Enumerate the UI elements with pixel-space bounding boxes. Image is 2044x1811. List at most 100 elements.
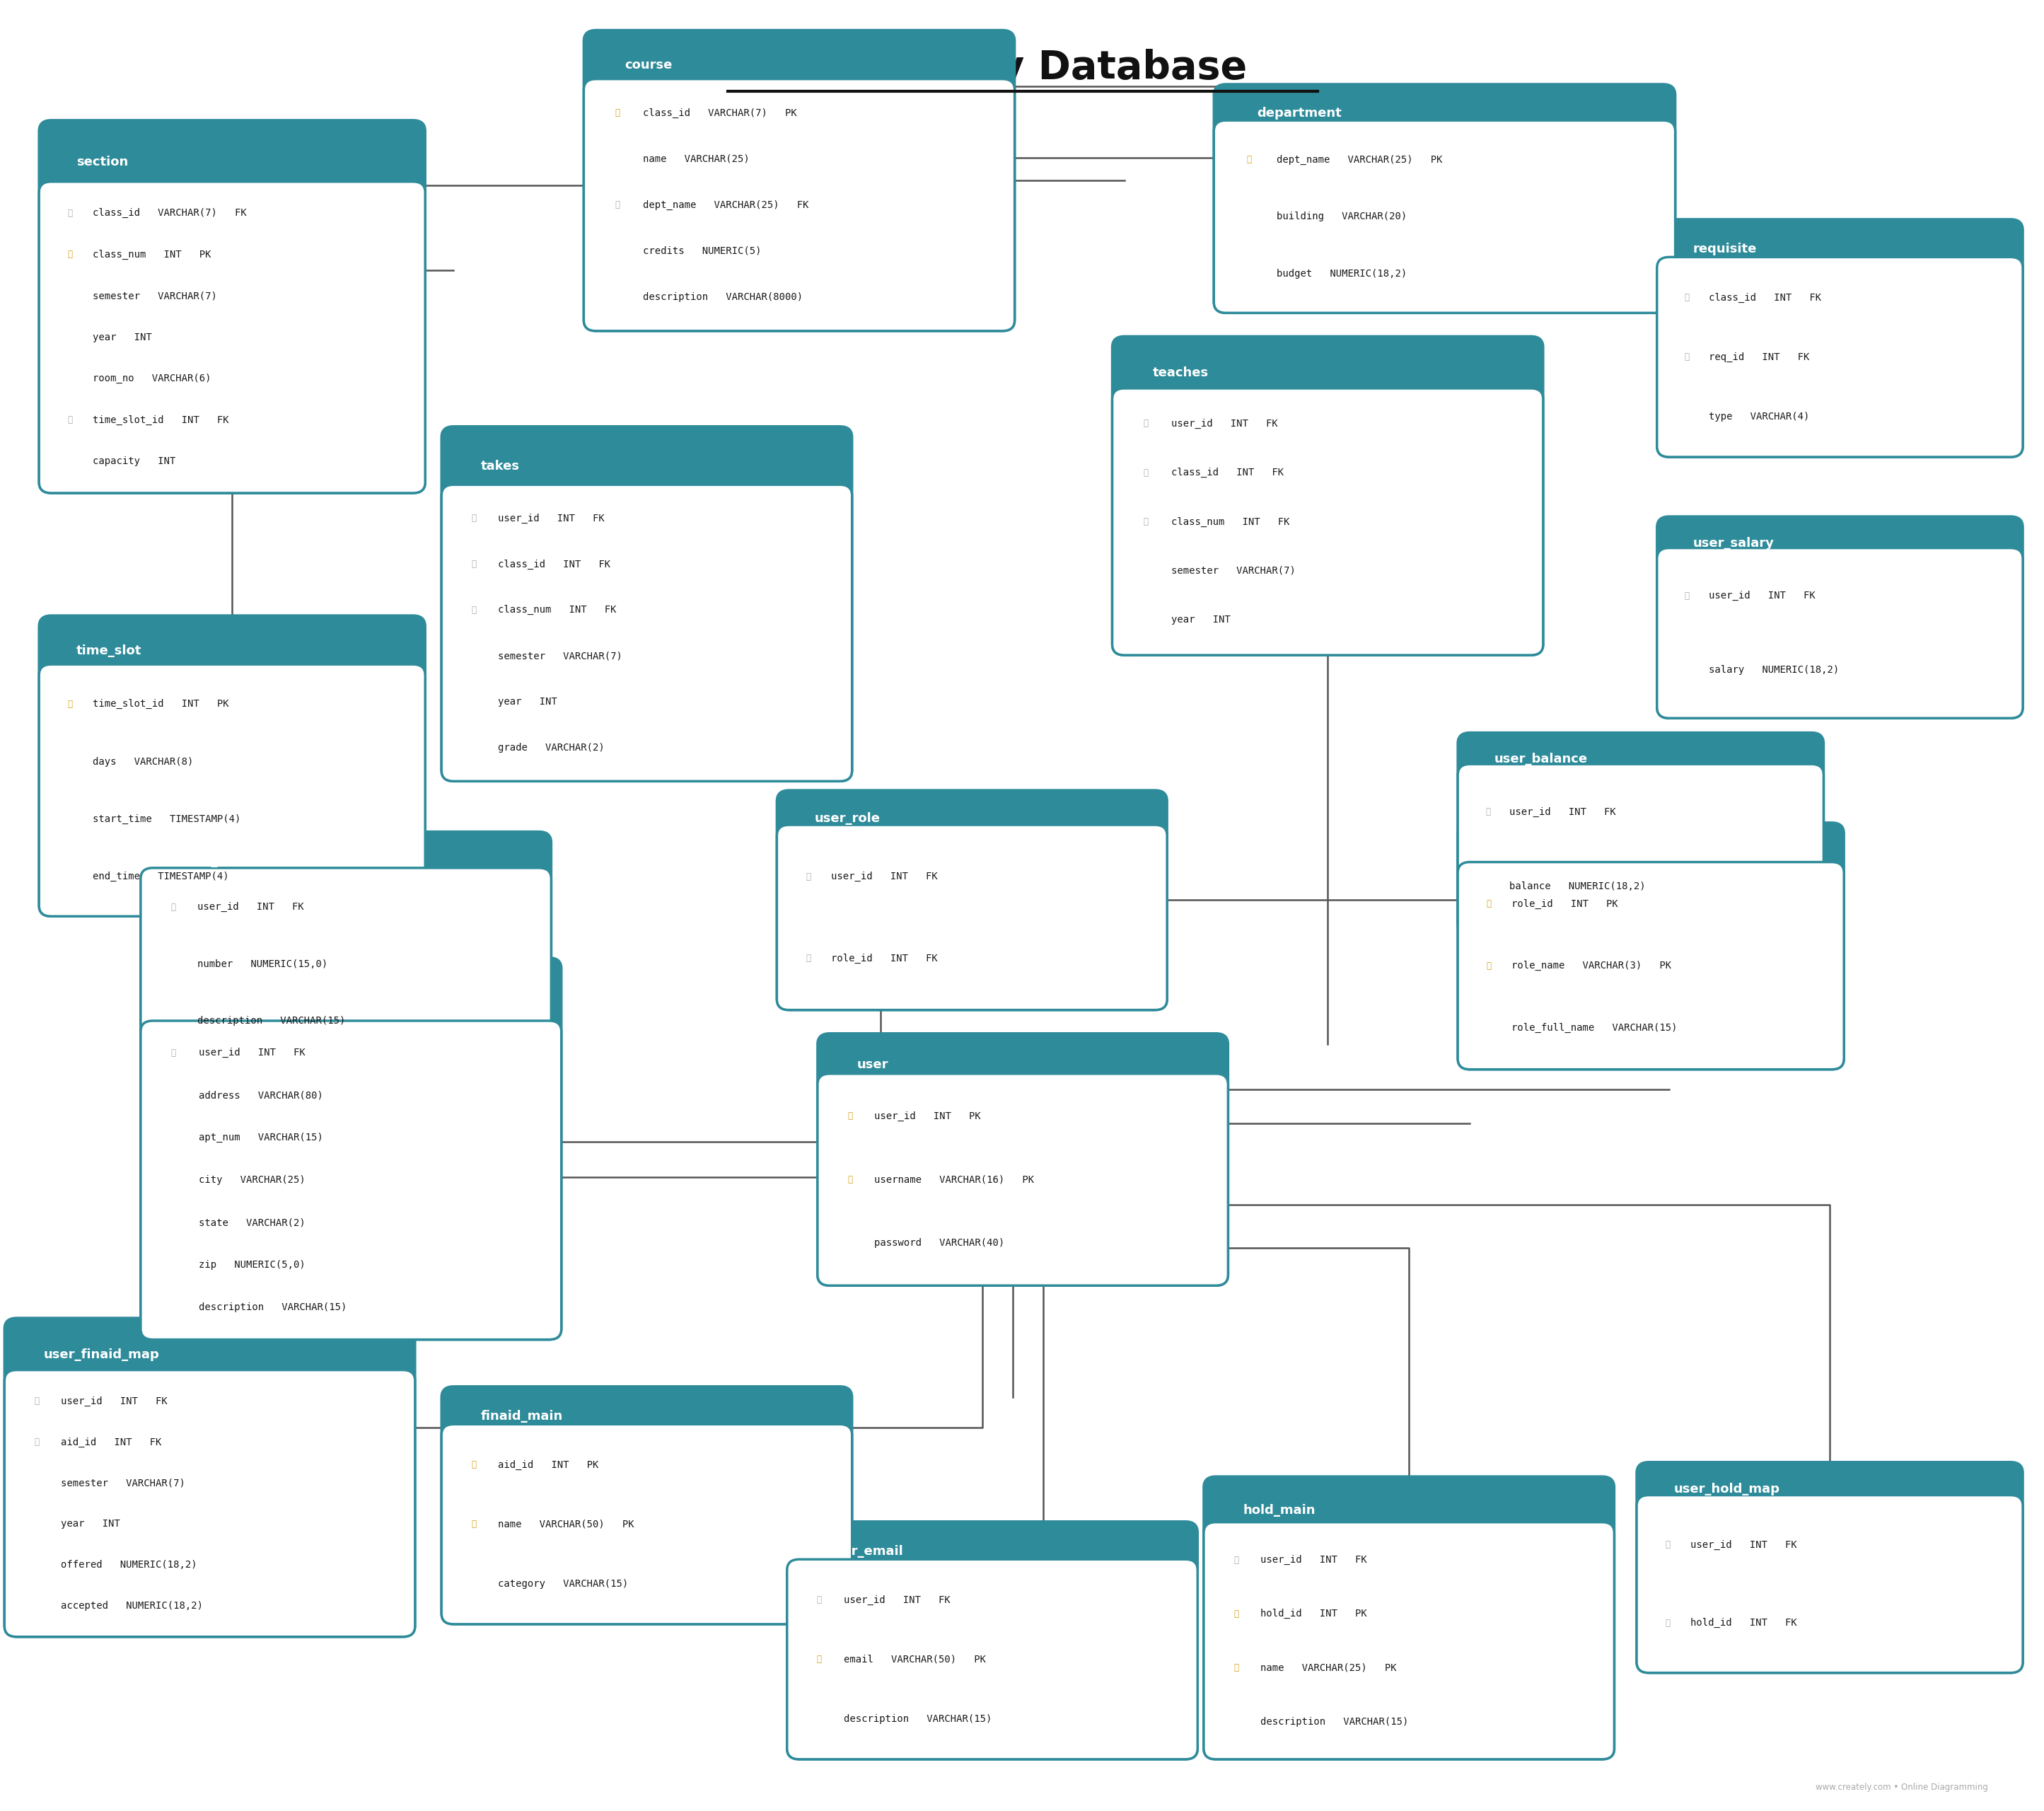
FancyBboxPatch shape: [818, 1074, 1228, 1286]
FancyBboxPatch shape: [442, 1423, 852, 1624]
Text: description   VARCHAR(15): description VARCHAR(15): [198, 1302, 347, 1313]
Text: hold_main: hold_main: [1243, 1503, 1316, 1516]
Text: 🔑: 🔑: [1233, 1556, 1239, 1565]
Text: password   VARCHAR(40): password VARCHAR(40): [875, 1239, 1004, 1248]
Text: user_id   INT   FK: user_id INT FK: [1690, 1539, 1797, 1550]
Text: class_num   INT   FK: class_num INT FK: [1171, 516, 1290, 527]
Text: aid_id   INT   FK: aid_id INT FK: [61, 1438, 161, 1447]
Text: class_num   INT   FK: class_num INT FK: [499, 605, 617, 616]
Text: username   VARCHAR(16)   PK: username VARCHAR(16) PK: [875, 1175, 1034, 1184]
Text: user_id   INT   FK: user_id INT FK: [1508, 808, 1617, 817]
FancyBboxPatch shape: [1658, 516, 2024, 719]
Text: description   VARCHAR(15): description VARCHAR(15): [198, 1016, 345, 1027]
FancyBboxPatch shape: [39, 665, 425, 916]
Text: 🔑: 🔑: [1486, 962, 1492, 971]
Text: class_id   VARCHAR(7)   FK: class_id VARCHAR(7) FK: [92, 208, 247, 217]
Text: 🔑: 🔑: [172, 1049, 176, 1058]
Text: user_id   INT   FK: user_id INT FK: [1171, 418, 1278, 429]
Text: days   VARCHAR(8): days VARCHAR(8): [92, 757, 194, 766]
FancyBboxPatch shape: [442, 485, 852, 781]
Text: description   VARCHAR(15): description VARCHAR(15): [844, 1713, 991, 1724]
Text: 🔑: 🔑: [1143, 518, 1149, 527]
Text: number   NUMERIC(15,0): number NUMERIC(15,0): [198, 960, 327, 969]
Text: email   VARCHAR(50)   PK: email VARCHAR(50) PK: [844, 1653, 985, 1664]
FancyBboxPatch shape: [141, 867, 552, 1061]
Text: category   VARCHAR(15): category VARCHAR(15): [499, 1579, 628, 1588]
Text: class_id   INT   FK: class_id INT FK: [1709, 293, 1821, 302]
Text: 🔑: 🔑: [1233, 1662, 1239, 1672]
Text: description   VARCHAR(15): description VARCHAR(15): [1261, 1717, 1408, 1726]
Text: semester   VARCHAR(7): semester VARCHAR(7): [499, 650, 623, 661]
Text: semester   VARCHAR(7): semester VARCHAR(7): [61, 1478, 186, 1489]
Text: 🔑: 🔑: [67, 699, 72, 708]
Text: credits   NUMERIC(5): credits NUMERIC(5): [642, 246, 760, 255]
Text: hold_id   INT   PK: hold_id INT PK: [1261, 1608, 1367, 1619]
Text: 🔑: 🔑: [1666, 1619, 1670, 1628]
Text: role_name   VARCHAR(3)   PK: role_name VARCHAR(3) PK: [1513, 960, 1672, 971]
FancyBboxPatch shape: [39, 181, 425, 493]
Text: semester   VARCHAR(7): semester VARCHAR(7): [1171, 565, 1296, 576]
Text: description   VARCHAR(8000): description VARCHAR(8000): [642, 292, 803, 302]
FancyBboxPatch shape: [1112, 388, 1543, 656]
Text: 🔑: 🔑: [615, 109, 619, 118]
Text: time_slot_id   INT   FK: time_slot_id INT FK: [92, 415, 229, 426]
Text: role: role: [1496, 848, 1523, 860]
Text: 🔑: 🔑: [1486, 900, 1492, 909]
FancyBboxPatch shape: [1214, 120, 1676, 313]
FancyBboxPatch shape: [1214, 83, 1676, 313]
Text: user_finaid_map: user_finaid_map: [43, 1349, 159, 1362]
Text: building   VARCHAR(20): building VARCHAR(20): [1275, 212, 1406, 221]
Text: 🔑: 🔑: [818, 1595, 822, 1605]
Text: budget   NUMERIC(18,2): budget NUMERIC(18,2): [1275, 268, 1406, 279]
Text: dept_name   VARCHAR(25)   PK: dept_name VARCHAR(25) PK: [1275, 154, 1443, 165]
Text: grade   VARCHAR(2): grade VARCHAR(2): [499, 743, 605, 752]
Text: 🔑: 🔑: [848, 1112, 852, 1121]
FancyBboxPatch shape: [1112, 337, 1543, 656]
Text: requisite: requisite: [1692, 243, 1758, 255]
FancyBboxPatch shape: [141, 1021, 562, 1340]
Text: section: section: [76, 156, 129, 168]
Text: semester   VARCHAR(7): semester VARCHAR(7): [92, 292, 217, 301]
FancyBboxPatch shape: [4, 1369, 415, 1637]
Text: 🔑: 🔑: [805, 954, 811, 963]
Text: user_id   INT   FK: user_id INT FK: [61, 1396, 168, 1405]
Text: 🔑: 🔑: [170, 902, 176, 911]
FancyBboxPatch shape: [1204, 1476, 1615, 1758]
Text: takes: takes: [480, 460, 519, 473]
FancyBboxPatch shape: [1637, 1496, 2024, 1673]
Text: time_slot_id   INT   PK: time_slot_id INT PK: [92, 699, 229, 708]
FancyBboxPatch shape: [1457, 733, 1823, 934]
Text: user_role: user_role: [816, 811, 881, 824]
FancyBboxPatch shape: [39, 120, 425, 493]
Text: class_id   VARCHAR(7)   PK: class_id VARCHAR(7) PK: [642, 109, 797, 118]
Text: capacity   INT: capacity INT: [92, 456, 176, 467]
Text: 🔑: 🔑: [1684, 353, 1690, 362]
FancyBboxPatch shape: [1658, 549, 2024, 719]
Text: class_id   INT   FK: class_id INT FK: [1171, 467, 1284, 478]
FancyBboxPatch shape: [1457, 822, 1844, 1070]
Text: balance   NUMERIC(18,2): balance NUMERIC(18,2): [1508, 882, 1645, 891]
Text: salary   NUMERIC(18,2): salary NUMERIC(18,2): [1709, 665, 1840, 676]
Text: user_id   INT   FK: user_id INT FK: [844, 1595, 950, 1605]
FancyBboxPatch shape: [787, 1559, 1198, 1758]
Text: 🔑: 🔑: [1684, 293, 1690, 302]
Text: 🔑: 🔑: [35, 1438, 39, 1447]
Text: user_number: user_number: [180, 855, 274, 867]
Text: 🔑: 🔑: [472, 560, 476, 569]
Text: department: department: [1257, 107, 1341, 120]
Text: room_no   VARCHAR(6): room_no VARCHAR(6): [92, 373, 211, 384]
FancyBboxPatch shape: [1658, 219, 2024, 456]
FancyBboxPatch shape: [818, 1034, 1228, 1286]
Text: 🔑: 🔑: [472, 514, 476, 523]
Text: 🔑: 🔑: [472, 1519, 476, 1528]
FancyBboxPatch shape: [1658, 257, 2024, 456]
FancyBboxPatch shape: [1457, 862, 1844, 1070]
FancyBboxPatch shape: [442, 426, 852, 781]
Text: user_id   INT   FK: user_id INT FK: [832, 871, 938, 882]
Text: user_salary: user_salary: [1692, 536, 1774, 549]
Text: 🔑: 🔑: [472, 605, 476, 614]
Text: University Database: University Database: [799, 49, 1247, 87]
FancyBboxPatch shape: [141, 958, 562, 1340]
Text: 🔑: 🔑: [472, 1460, 476, 1469]
Text: 🔑: 🔑: [1233, 1610, 1239, 1619]
